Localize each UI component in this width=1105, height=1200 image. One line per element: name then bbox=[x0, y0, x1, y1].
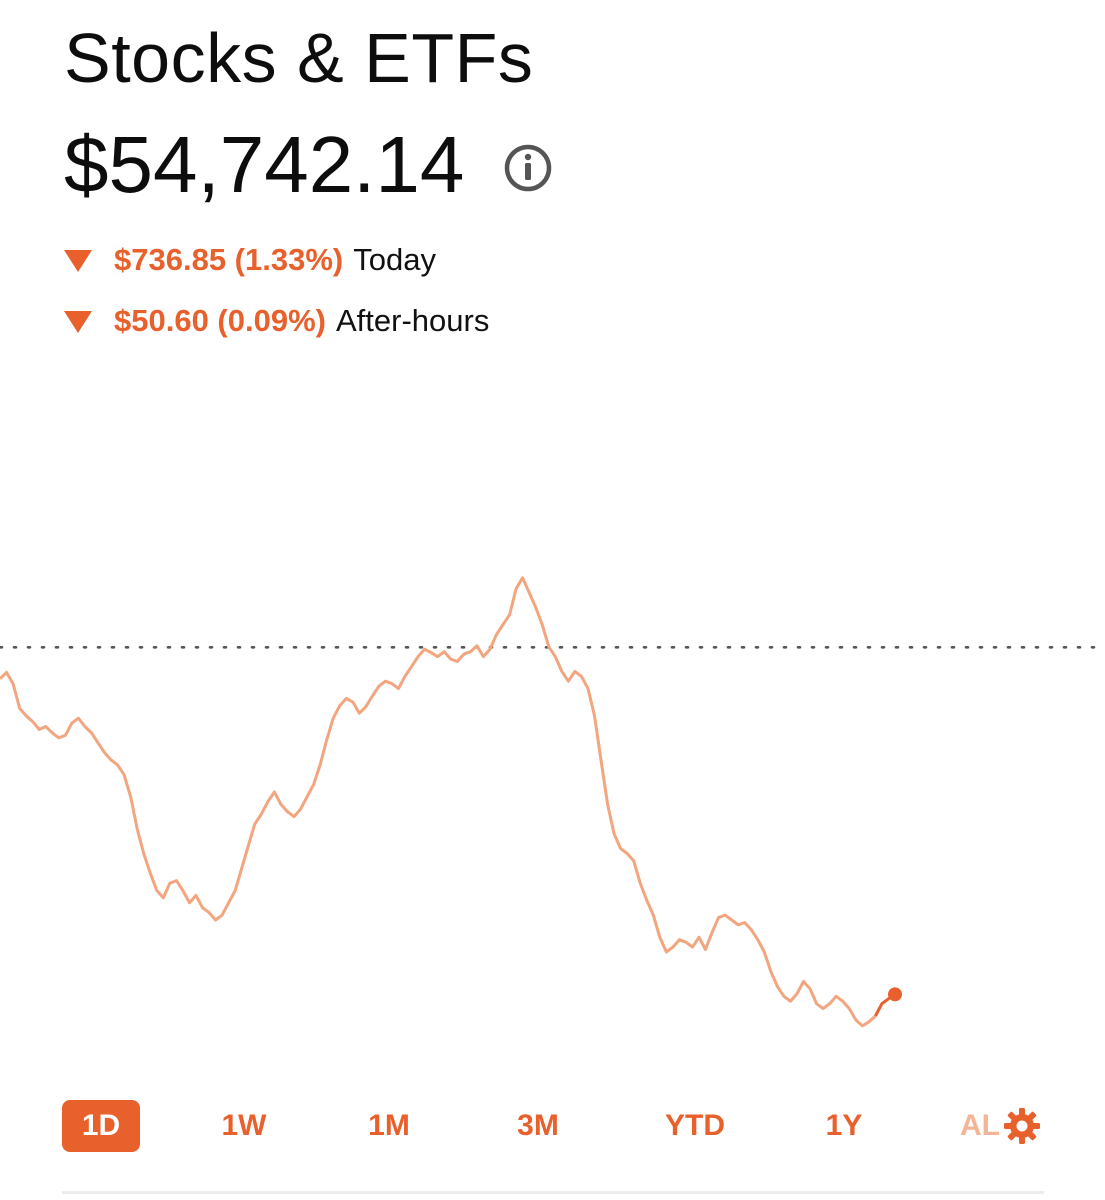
range-1m-button[interactable]: 1M bbox=[368, 1109, 410, 1142]
range-1d-button[interactable]: 1D bbox=[62, 1100, 140, 1152]
after-hours-change-amount: $50.60 (0.09%) bbox=[114, 303, 326, 338]
info-icon[interactable] bbox=[502, 142, 554, 194]
down-triangle-icon bbox=[64, 311, 92, 333]
range-3m-button[interactable]: 3M bbox=[517, 1109, 559, 1142]
portfolio-line-chart[interactable] bbox=[0, 440, 1105, 1080]
gear-icon[interactable] bbox=[1003, 1107, 1041, 1145]
page-title: Stocks & ETFs bbox=[64, 19, 534, 97]
time-range-selector: 1D 1W 1M 3M YTD 1Y AL bbox=[0, 1098, 1105, 1158]
after-hours-change: $50.60 (0.09%) After-hours bbox=[64, 301, 489, 341]
today-change: $736.85 (1.33%) Today bbox=[64, 240, 436, 280]
today-change-amount: $736.85 (1.33%) bbox=[114, 242, 344, 277]
range-ytd-button[interactable]: YTD bbox=[665, 1109, 725, 1142]
range-all-button[interactable]: AL bbox=[960, 1109, 1000, 1142]
current-value-dot bbox=[888, 987, 902, 1002]
portfolio-value: $54,742.14 bbox=[64, 120, 465, 209]
portfolio-value-line bbox=[0, 576, 877, 1028]
portfolio-value-row: $54,742.14 bbox=[64, 120, 554, 210]
down-triangle-icon bbox=[64, 250, 92, 272]
bottom-divider bbox=[62, 1191, 1044, 1194]
range-1y-button[interactable]: 1Y bbox=[825, 1109, 863, 1142]
after-hours-change-label: After-hours bbox=[335, 303, 490, 338]
range-1w-button[interactable]: 1W bbox=[221, 1109, 267, 1142]
today-change-label: Today bbox=[353, 242, 436, 277]
